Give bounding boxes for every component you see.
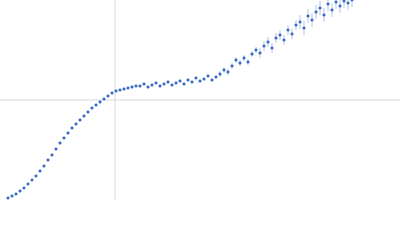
point	[286, 28, 290, 32]
point	[106, 94, 110, 98]
point	[134, 84, 138, 88]
point	[294, 23, 298, 27]
point	[18, 189, 22, 193]
point	[210, 78, 214, 82]
point	[170, 83, 174, 87]
point	[46, 158, 50, 162]
point	[278, 33, 282, 37]
point	[194, 76, 198, 80]
point	[330, 8, 334, 12]
point	[98, 100, 102, 104]
point	[150, 83, 154, 87]
point	[162, 82, 166, 86]
point	[142, 82, 146, 86]
point	[70, 126, 74, 130]
point	[138, 84, 142, 88]
point	[222, 68, 226, 72]
point	[54, 147, 58, 151]
point	[122, 87, 126, 91]
point	[30, 178, 34, 182]
point	[234, 58, 238, 62]
point	[78, 118, 82, 122]
point	[242, 56, 246, 60]
point	[218, 72, 222, 76]
point	[282, 38, 286, 42]
point	[254, 48, 258, 52]
point	[58, 141, 62, 145]
point	[206, 74, 210, 78]
point	[34, 174, 38, 178]
point	[90, 106, 94, 110]
point	[346, 1, 350, 5]
point	[250, 52, 254, 56]
point	[310, 18, 314, 22]
point	[338, 4, 342, 8]
point	[342, 0, 346, 3]
point	[262, 44, 266, 48]
point	[114, 89, 118, 93]
point	[350, 0, 354, 2]
point	[94, 103, 98, 107]
point	[110, 91, 114, 95]
point	[50, 153, 54, 157]
point	[226, 70, 230, 74]
point	[158, 84, 162, 88]
point	[334, 0, 338, 4]
chart	[0, 0, 400, 200]
point	[198, 79, 202, 83]
point	[318, 6, 322, 10]
point	[314, 10, 318, 14]
point	[62, 136, 66, 140]
point	[274, 36, 278, 40]
point	[38, 169, 42, 173]
point	[14, 192, 18, 196]
point	[230, 64, 234, 68]
point	[202, 77, 206, 81]
point	[238, 61, 242, 65]
point	[186, 78, 190, 82]
point	[86, 110, 90, 114]
point	[74, 122, 78, 126]
point	[178, 79, 182, 83]
point	[6, 196, 10, 200]
point	[174, 81, 178, 85]
point	[266, 40, 270, 44]
point	[102, 97, 106, 101]
point	[258, 51, 262, 55]
point	[290, 32, 294, 36]
point	[166, 80, 170, 84]
point	[154, 81, 158, 85]
point	[322, 13, 326, 17]
point	[246, 60, 250, 64]
point	[82, 114, 86, 118]
point	[298, 20, 302, 24]
point	[182, 82, 186, 86]
point	[26, 182, 30, 186]
point	[10, 194, 14, 198]
point	[190, 80, 194, 84]
point	[326, 2, 330, 6]
point	[306, 14, 310, 18]
point	[66, 131, 70, 135]
point	[22, 186, 26, 190]
point	[270, 46, 274, 50]
point	[130, 85, 134, 89]
point	[118, 88, 122, 92]
point	[302, 26, 306, 30]
point	[146, 85, 150, 89]
point	[42, 164, 46, 168]
point	[214, 75, 218, 79]
point	[126, 86, 130, 90]
